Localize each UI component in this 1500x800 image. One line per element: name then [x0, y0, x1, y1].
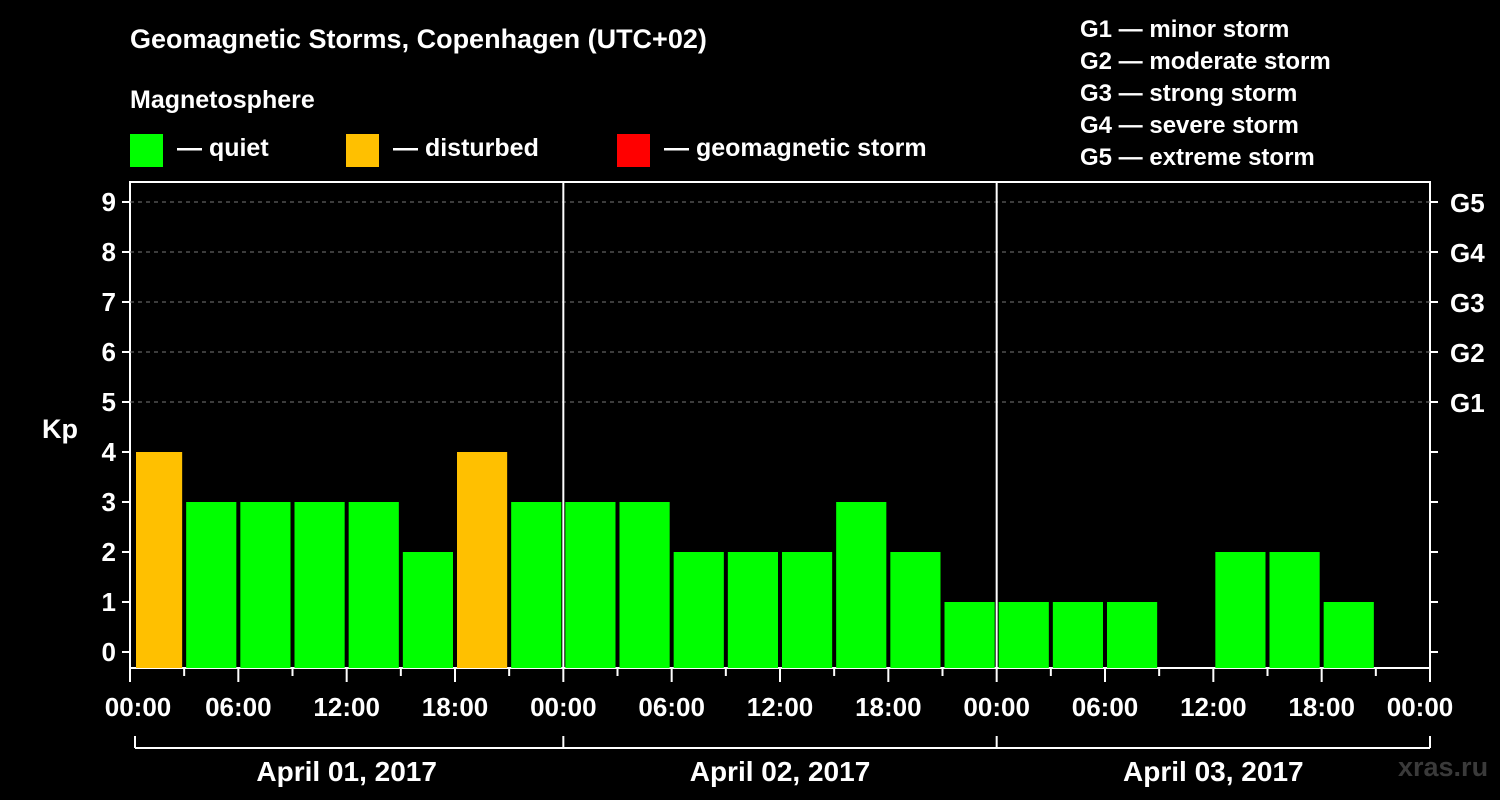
x-tick-label: 18:00 — [1288, 692, 1355, 722]
storm-scale-legend: G1 — minor storm G2 — moderate storm G3 … — [1080, 14, 1331, 174]
kp-bar — [1323, 602, 1374, 668]
x-tick-label: 00:00 — [963, 692, 1030, 722]
storm-scale-g3: G3 — strong storm — [1080, 80, 1298, 107]
watermark: xras.ru — [1398, 752, 1489, 782]
kp-bar — [511, 502, 562, 668]
right-tick-label-g5: G5 — [1450, 188, 1485, 218]
kp-bar — [673, 552, 724, 668]
kp-bar — [782, 552, 833, 668]
y-tick-label: 2 — [102, 537, 116, 567]
right-tick-label-g4: G4 — [1450, 238, 1485, 268]
x-tick-label: 00:00 — [530, 692, 597, 722]
storm-scale-g2: G2 — moderate storm — [1080, 48, 1331, 75]
legend-swatch-quiet — [130, 134, 163, 167]
chart-subtitle: Magnetosphere — [130, 86, 315, 114]
y-tick-label: 5 — [102, 387, 116, 417]
right-tick-label-g2: G2 — [1450, 338, 1485, 368]
y-tick-label: 9 — [102, 187, 116, 217]
chart-title: Geomagnetic Storms, Copenhagen (UTC+02) — [130, 24, 707, 54]
kp-bar — [348, 502, 399, 668]
day-label: April 02, 2017 — [690, 756, 871, 787]
kp-bar — [294, 502, 345, 668]
x-tick-label: 18:00 — [855, 692, 922, 722]
x-tick-label: 18:00 — [422, 692, 489, 722]
y-tick-label: 0 — [102, 637, 116, 667]
legend-label-storm: — geomagnetic storm — [664, 134, 927, 162]
x-tick-label: 06:00 — [205, 692, 272, 722]
x-tick-label: 00:00 — [1387, 692, 1454, 722]
y-tick-label: 6 — [102, 337, 116, 367]
x-tick-label: 06:00 — [638, 692, 705, 722]
kp-bar — [402, 552, 453, 668]
y-tick-label: 3 — [102, 487, 116, 517]
legend-label-quiet: — quiet — [177, 134, 269, 162]
x-tick-label: 12:00 — [1180, 692, 1247, 722]
kp-bar — [136, 452, 183, 668]
x-tick-label: 12:00 — [747, 692, 814, 722]
kp-bar — [1215, 552, 1266, 668]
day-label: April 03, 2017 — [1123, 756, 1304, 787]
legend-label-disturbed: — disturbed — [393, 134, 539, 162]
right-tick-label-g1: G1 — [1450, 388, 1485, 418]
x-tick-label: 00:00 — [105, 692, 172, 722]
legend-swatch-disturbed — [346, 134, 379, 167]
x-tick-label: 12:00 — [313, 692, 380, 722]
kp-bar — [619, 502, 670, 668]
y-tick-label: 7 — [102, 287, 116, 317]
kp-bar — [944, 602, 995, 668]
day-label: April 01, 2017 — [256, 756, 437, 787]
kp-bar — [890, 552, 941, 668]
kp-bar — [186, 502, 237, 668]
x-tick-label: 06:00 — [1072, 692, 1139, 722]
kp-bar — [836, 502, 887, 668]
kp-bar — [1107, 602, 1158, 668]
kp-bar — [1052, 602, 1103, 668]
kp-bar — [1269, 552, 1320, 668]
y-axis-label: Kp — [42, 414, 78, 444]
storm-scale-g5: G5 — extreme storm — [1080, 144, 1315, 171]
kp-bar — [727, 552, 778, 668]
right-tick-label-g3: G3 — [1450, 288, 1485, 318]
kp-bar — [998, 602, 1049, 668]
y-tick-label: 4 — [102, 437, 117, 467]
kp-bar — [565, 502, 616, 668]
storm-scale-g4: G4 — severe storm — [1080, 112, 1299, 139]
y-tick-label: 8 — [102, 237, 116, 267]
kp-bar — [457, 452, 508, 668]
y-tick-label: 1 — [102, 587, 116, 617]
storm-scale-g1: G1 — minor storm — [1080, 16, 1290, 43]
legend-swatch-storm — [617, 134, 650, 167]
kp-bar — [240, 502, 291, 668]
